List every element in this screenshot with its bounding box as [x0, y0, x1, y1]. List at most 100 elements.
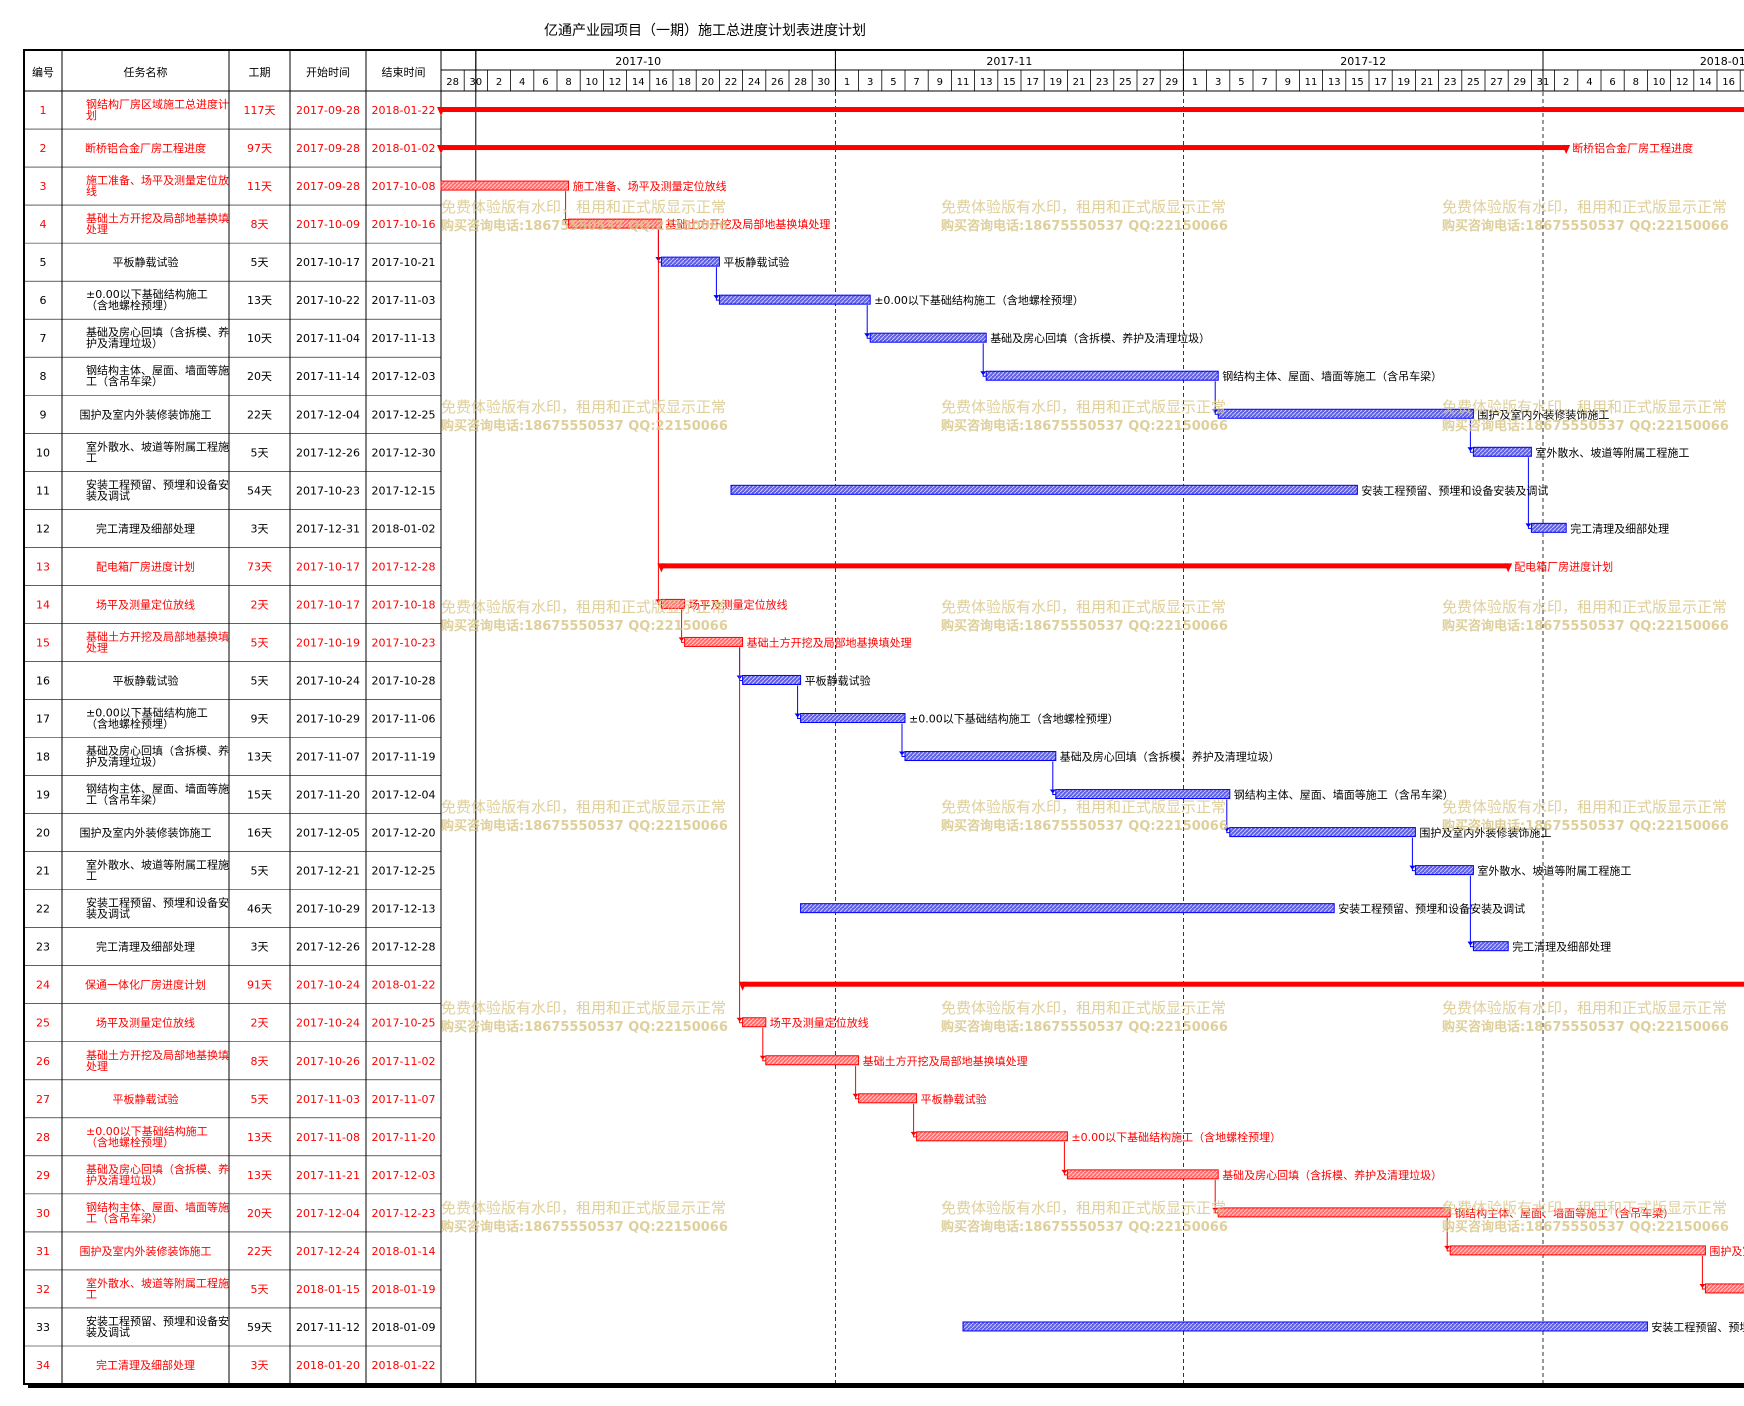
task-duration: 5天: [251, 1093, 269, 1106]
task-end: 2017-12-03: [372, 1169, 436, 1182]
bar-label: ±0.00以下基础结构施工（含地螺栓预埋）: [874, 293, 1084, 307]
day-tick-label: 23: [1096, 77, 1109, 88]
watermark-line: 免费体验版有水印，租用和正式版显示正常: [941, 1199, 1226, 1217]
bar-label: 施工准备、场平及测量定位放线: [573, 179, 727, 193]
summary-bar: [441, 145, 1567, 151]
task-id: 7: [40, 332, 47, 345]
task-duration: 22天: [247, 408, 272, 421]
watermark-line: 免费体验版有水印，租用和正式版显示正常: [441, 999, 726, 1017]
bar-label: 平板静载试验: [805, 673, 871, 687]
task-end: 2018-01-19: [372, 1283, 436, 1296]
task-start: 2017-12-26: [296, 941, 360, 954]
column-header: 开始时间: [306, 65, 350, 79]
task-duration: 5天: [251, 674, 269, 687]
day-tick-label: 7: [913, 77, 919, 88]
day-tick-label: 6: [542, 77, 548, 88]
task-start: 2017-11-04: [296, 332, 360, 345]
task-bar: [1414, 865, 1474, 876]
task-id: 8: [40, 370, 47, 383]
day-tick-label: 28: [446, 77, 459, 88]
dependency-arrow: [1444, 1245, 1451, 1250]
day-tick-label: 10: [1653, 77, 1666, 88]
bar-label: ±0.00以下基础结构施工（含地螺栓预埋）: [1071, 1130, 1281, 1144]
task-name: 围护及室内外装修装饰施工: [80, 1244, 212, 1258]
watermark-line: 免费体验版有水印，租用和正式版显示正常: [441, 198, 726, 216]
bar-label: 围护及室内外装修装饰施工: [1477, 407, 1609, 421]
task-duration: 3天: [251, 941, 269, 954]
dependency-arrow: [655, 599, 662, 604]
task-bar: [1449, 1245, 1706, 1256]
bar-label: ±0.00以下基础结构施工（含地螺栓预埋）: [909, 711, 1119, 725]
dependency-arrow: [899, 751, 905, 756]
dependency-arrow: [1467, 447, 1474, 452]
task-name: 安装工程预留、预埋和设备安装及调试: [86, 896, 229, 921]
task-start: 2017-10-23: [296, 484, 360, 497]
day-tick-label: 6: [1609, 77, 1615, 88]
task-bar: [858, 1093, 918, 1104]
day-tick-label: 2: [1563, 77, 1569, 88]
task-start: 2017-10-24: [296, 1017, 360, 1030]
task-name: 施工准备、场平及测量定位放线: [86, 173, 229, 198]
task-duration: 13天: [247, 294, 272, 307]
task-id: 24: [36, 979, 50, 992]
task-end: 2017-11-06: [372, 712, 436, 725]
task-duration: 5天: [251, 446, 269, 459]
watermark-line: 免费体验版有水印，租用和正式版显示正常: [1442, 198, 1727, 216]
watermark-line: 购买咨询电话:18675550537 QQ:22150066: [1442, 1219, 1729, 1235]
watermark-line: 购买咨询电话:18675550537 QQ:22150066: [441, 1219, 728, 1235]
day-tick-label: 11: [957, 77, 970, 88]
watermark-line: 购买咨询电话:18675550537 QQ:22150066: [941, 218, 1228, 234]
task-name: 平板静载试验: [113, 1092, 179, 1106]
task-id: 19: [36, 789, 50, 802]
task-end: 2018-01-14: [372, 1245, 436, 1258]
task-id: 21: [36, 865, 50, 878]
task-id: 26: [36, 1055, 50, 1068]
day-tick-label: 4: [1586, 77, 1592, 88]
bar-label: 安装工程预留、预埋和设备安装及调试: [1651, 1320, 1744, 1334]
task-start: 2017-10-29: [296, 903, 360, 916]
month-label: 2017-12: [1340, 55, 1386, 68]
task-name: 围护及室内外装修装饰施工: [80, 407, 212, 421]
task-bar: [985, 370, 1219, 381]
task-id: 15: [36, 636, 50, 649]
day-tick-label: 4: [519, 77, 525, 88]
task-name: 基础土方开挖及局部地基换填处理: [86, 1048, 229, 1073]
task-end: 2017-12-30: [372, 446, 436, 459]
column-header: 任务名称: [124, 65, 168, 79]
watermark-line: 购买咨询电话:18675550537 QQ:22150066: [1442, 1019, 1729, 1035]
bar-label: 安装工程预留、预埋和设备安装及调试: [1338, 902, 1525, 916]
task-start: 2017-12-26: [296, 446, 360, 459]
task-id: 20: [36, 827, 50, 840]
task-name: 钢结构厂房区域施工总进度计划: [86, 97, 229, 122]
task-duration: 97天: [247, 142, 272, 155]
summary-bar: [441, 107, 1744, 113]
task-end: 2018-01-22: [372, 979, 436, 992]
month-label: 2017-10: [615, 55, 661, 68]
bar-label: 平板静载试验: [723, 255, 789, 269]
task-name: 室外散水、坡道等附属工程施工: [86, 858, 229, 883]
task-name: 基础土方开挖及局部地基换填处理: [86, 629, 229, 654]
task-name: 室外散水、坡道等附属工程施工: [86, 1276, 229, 1301]
task-id: 11: [36, 484, 50, 497]
task-name: 基础及房心回填（含拆模、养护及清理垃圾）: [86, 744, 229, 769]
task-start: 2017-10-24: [296, 674, 360, 687]
task-duration: 5天: [251, 865, 269, 878]
task-start: 2017-09-28: [296, 142, 360, 155]
task-id: 23: [36, 941, 50, 954]
task-end: 2017-12-03: [372, 370, 436, 383]
task-start: 2017-10-24: [296, 979, 360, 992]
summary-start-marker: [657, 563, 666, 573]
task-start: 2017-12-31: [296, 522, 360, 535]
day-tick-label: 5: [890, 77, 896, 88]
summary-start-marker: [437, 145, 445, 155]
task-name: 场平及测量定位放线: [96, 597, 195, 611]
task-start: 2017-10-29: [296, 712, 360, 725]
watermark-line: 免费体验版有水印，租用和正式版显示正常: [941, 598, 1226, 616]
watermark-line: 购买咨询电话:18675550537 QQ:22150066: [1442, 218, 1729, 234]
task-id: 14: [36, 598, 50, 611]
task-duration: 20天: [247, 370, 272, 383]
task-name: 钢结构主体、屋面、墙面等施工（含吊车梁）: [86, 782, 229, 807]
task-id: 1: [40, 104, 47, 117]
task-duration: 3天: [251, 1359, 269, 1372]
dependency-arrow: [1467, 941, 1474, 946]
